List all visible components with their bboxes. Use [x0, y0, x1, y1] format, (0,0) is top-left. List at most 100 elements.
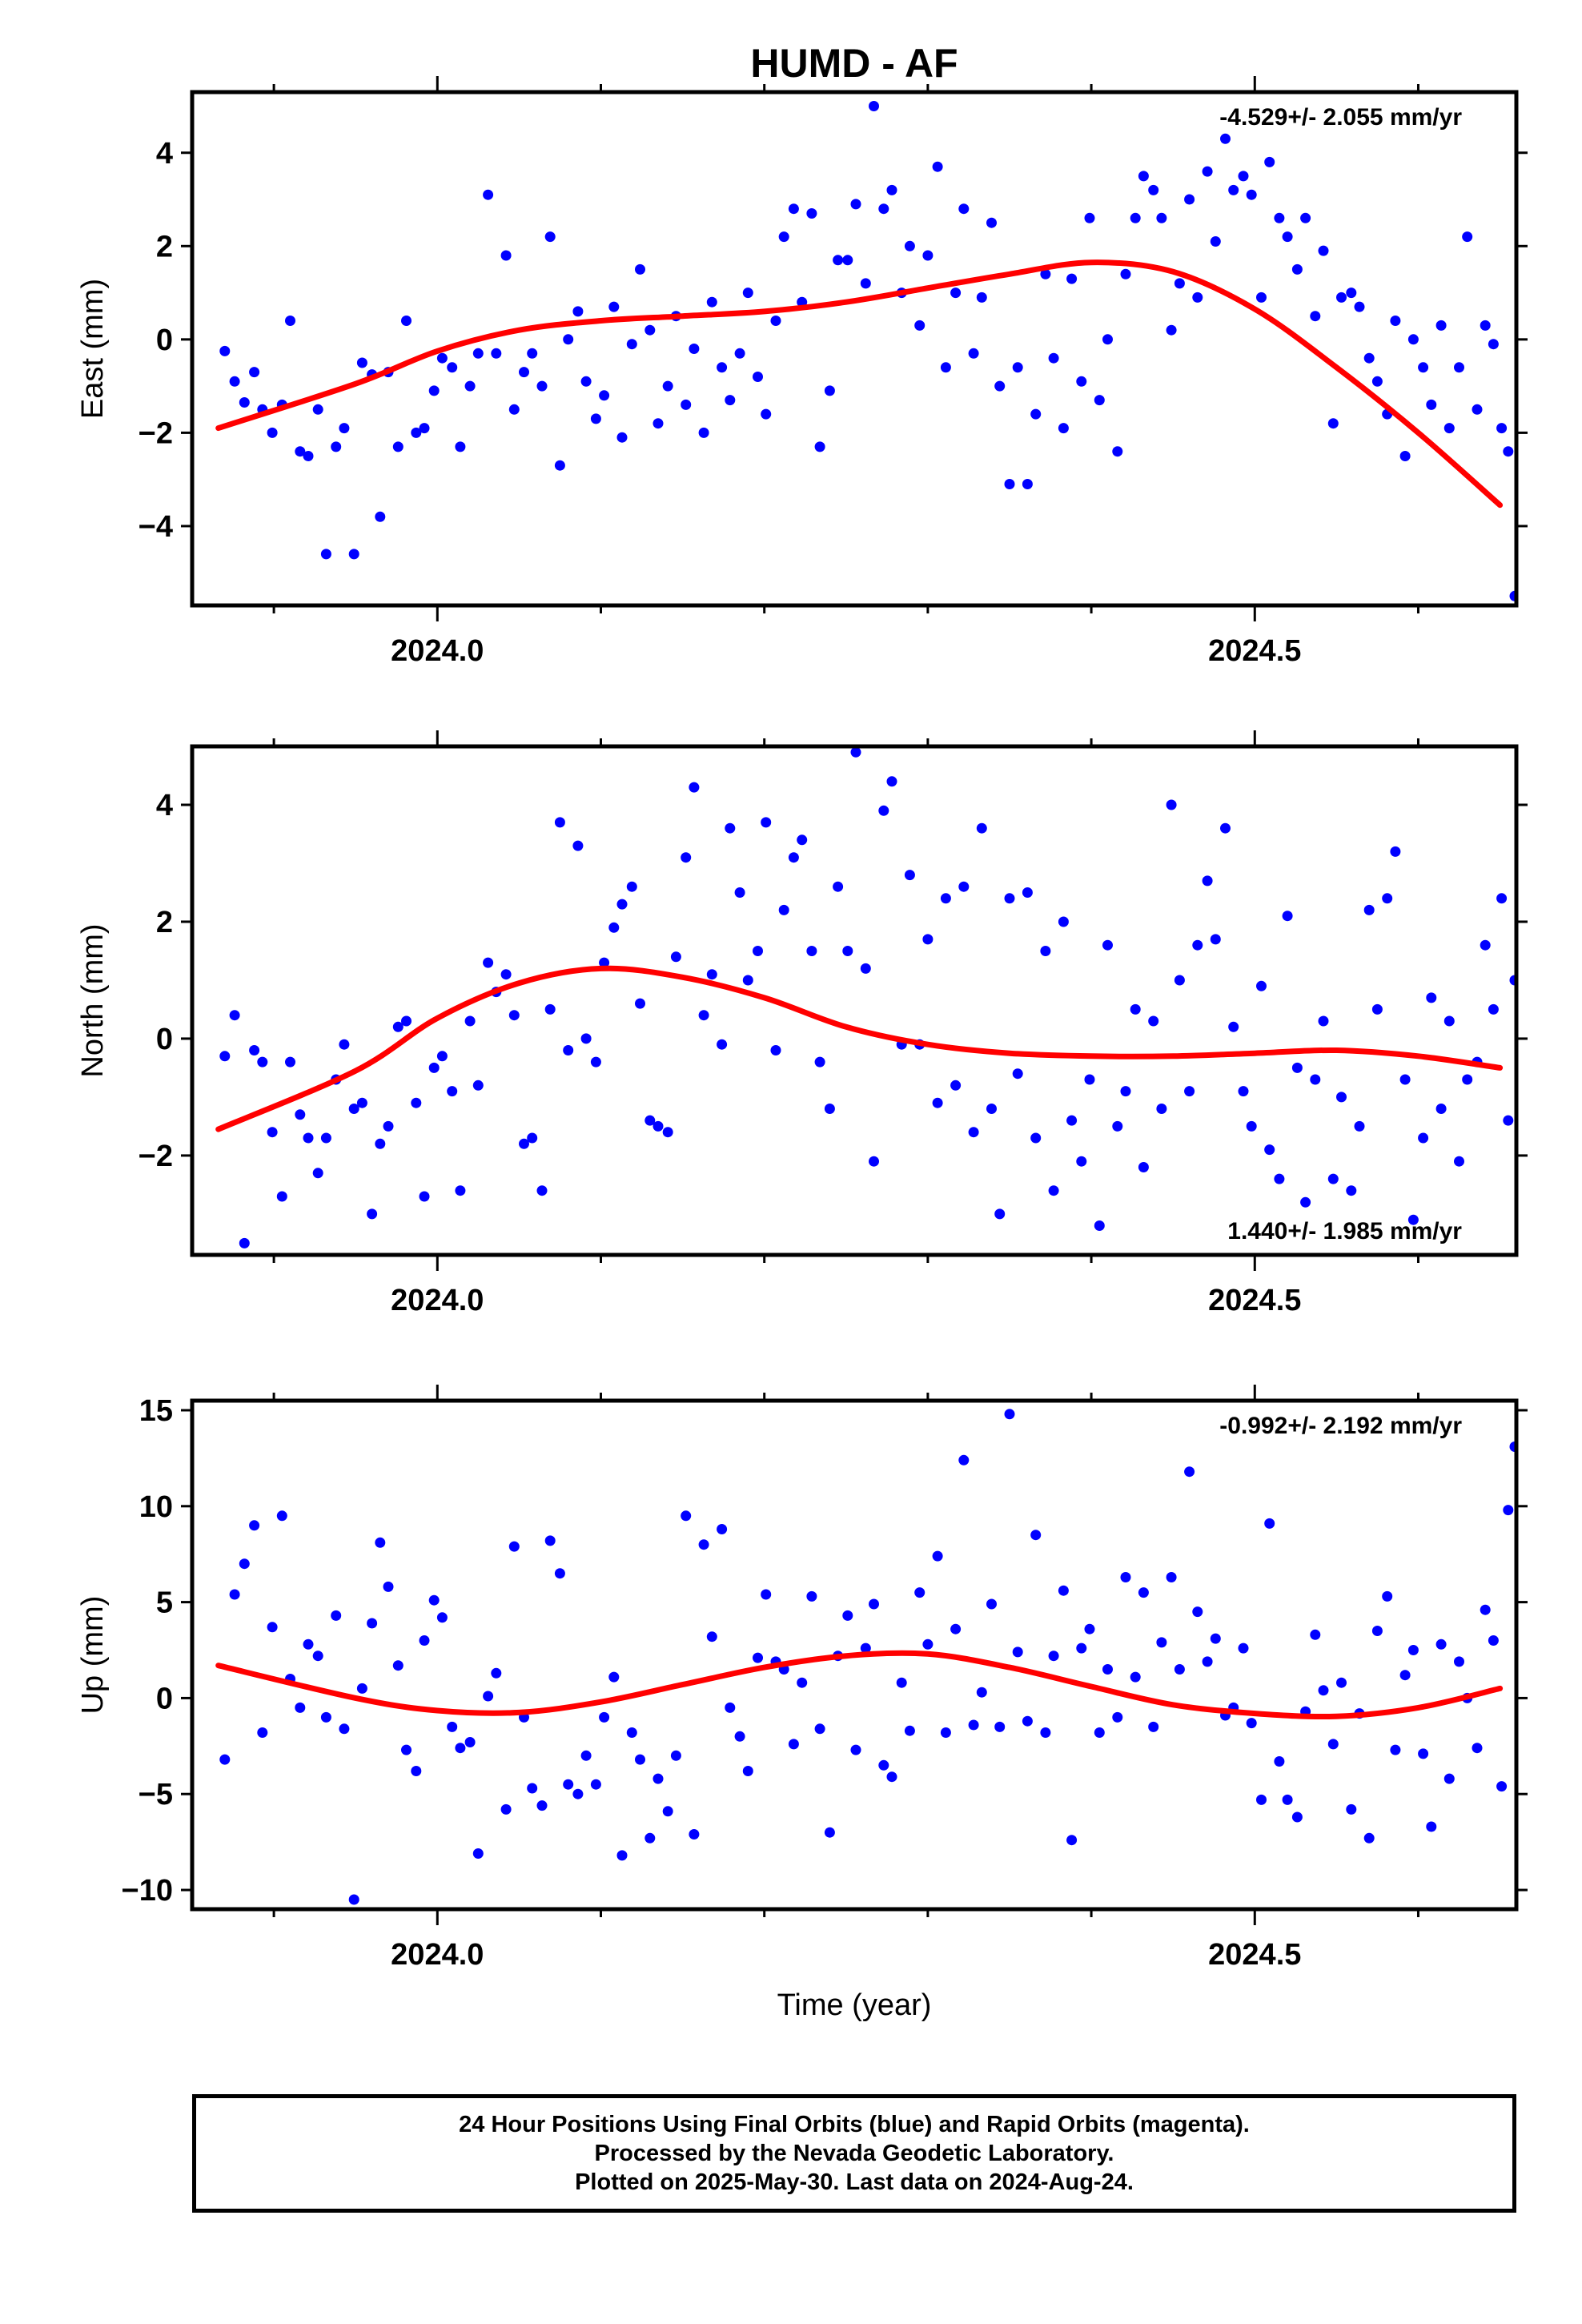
- up-data-point: [806, 1590, 817, 1602]
- up-data-point: [401, 1744, 412, 1755]
- north-data-point: [1399, 1074, 1411, 1085]
- north-data-point: [239, 1237, 250, 1248]
- up-data-point: [1282, 1794, 1293, 1805]
- east-data-point: [312, 404, 323, 415]
- north-data-point: [1435, 1104, 1447, 1114]
- east-data-point: [770, 316, 781, 326]
- north-data-point: [734, 887, 745, 898]
- east-panel: −4 −2 0 2 4 2024.0 2024.5 East (mm) -4.529+/- 2.…: [76, 76, 1528, 668]
- north-data-point: [1418, 1132, 1429, 1144]
- east-data-point: [706, 296, 717, 308]
- north-data-point: [249, 1045, 260, 1055]
- north-data-point: [580, 1033, 592, 1044]
- east-data-point: [419, 423, 430, 434]
- up-data-point: [1012, 1647, 1023, 1658]
- north-data-point: [527, 1132, 538, 1144]
- up-data-point: [1120, 1572, 1131, 1582]
- up-data-point: [303, 1638, 314, 1650]
- up-data-point: [1246, 1718, 1257, 1729]
- east-data-point: [742, 287, 753, 299]
- north-data-point: [725, 822, 736, 834]
- east-data-point: [285, 316, 295, 326]
- up-data-point: [1058, 1585, 1069, 1596]
- east-data-point: [1112, 446, 1123, 457]
- north-data-point: [932, 1097, 943, 1108]
- up-data-point: [320, 1711, 331, 1723]
- up-data-point: [1148, 1721, 1159, 1732]
- north-data-point: [285, 1056, 295, 1068]
- up-data-point: [1094, 1727, 1105, 1738]
- east-data-point: [1390, 316, 1401, 326]
- up-data-point: [814, 1723, 825, 1735]
- east-data-point: [1407, 334, 1419, 345]
- north-data-point: [814, 1056, 825, 1068]
- north-data-point: [635, 998, 645, 1009]
- north-data-point: [599, 957, 610, 968]
- footer-line-plotted: Plotted on 2025-May-30. Last data on 202…: [575, 2169, 1134, 2195]
- north-data-point: [797, 834, 808, 846]
- north-data-point: [1076, 1156, 1087, 1167]
- up-data-point: [635, 1754, 645, 1765]
- east-data-point: [1462, 231, 1473, 243]
- north-data-point: [761, 817, 772, 828]
- up-data-point: [1192, 1606, 1203, 1618]
- north-data-point: [500, 969, 512, 980]
- north-data-point: [1382, 893, 1393, 904]
- east-data-point: [1503, 446, 1514, 457]
- north-data-point: [1238, 1086, 1249, 1097]
- up-data-point: [1454, 1656, 1464, 1667]
- north-xtick-label: 2024.0: [391, 1284, 484, 1317]
- up-data-point: [1274, 1756, 1285, 1767]
- east-data-point: [339, 423, 350, 434]
- east-data-point: [788, 203, 799, 215]
- up-data-point: [1184, 1466, 1195, 1478]
- east-data-point: [483, 189, 494, 200]
- up-data-point: [1399, 1670, 1411, 1681]
- east-data-point: [590, 413, 601, 424]
- north-data-point: [1004, 893, 1015, 904]
- north-data-point: [644, 1115, 656, 1126]
- up-data-point: [1238, 1642, 1249, 1654]
- east-data-point: [1371, 376, 1383, 387]
- north-data-point: [904, 870, 915, 881]
- north-data-point: [742, 975, 753, 986]
- up-data-point: [383, 1581, 394, 1592]
- east-data-point: [295, 446, 306, 457]
- north-data-point: [968, 1127, 979, 1138]
- up-ytick-label: 5: [156, 1586, 173, 1620]
- up-data-point: [994, 1721, 1006, 1732]
- north-data-point: [348, 1104, 359, 1114]
- up-data-point: [348, 1894, 359, 1905]
- north-data-point: [411, 1097, 422, 1108]
- north-data-point: [770, 1045, 781, 1055]
- north-data-point: [1174, 975, 1185, 986]
- east-ytick-label: 0: [156, 324, 173, 357]
- east-data-point: [599, 390, 610, 401]
- up-data-point: [932, 1550, 943, 1562]
- east-data-point: [267, 427, 278, 438]
- up-data-point: [1076, 1642, 1087, 1654]
- up-data-point: [950, 1623, 962, 1634]
- north-data-point: [1228, 1021, 1239, 1032]
- north-data-point: [401, 1015, 412, 1027]
- east-data-point: [1148, 184, 1159, 195]
- north-rate-label: 1.440+/- 1.985 mm/yr: [1227, 1218, 1462, 1244]
- up-data-point: [312, 1651, 323, 1662]
- east-data-point: [1426, 399, 1437, 410]
- north-data-point: [312, 1168, 323, 1179]
- up-data-point: [1318, 1685, 1329, 1696]
- up-data-point: [1102, 1664, 1113, 1675]
- up-data-point: [464, 1737, 476, 1747]
- east-data-point: [1048, 352, 1059, 364]
- up-data-point: [563, 1779, 574, 1790]
- up-data-point: [644, 1832, 656, 1844]
- east-data-point: [616, 432, 628, 443]
- east-data-point: [527, 348, 538, 359]
- north-data-point: [1246, 1120, 1257, 1132]
- north-data-point: [1112, 1120, 1123, 1132]
- up-data-point: [1407, 1645, 1419, 1655]
- up-data-point: [599, 1711, 610, 1723]
- east-data-point: [976, 292, 987, 303]
- up-data-point: [698, 1539, 709, 1550]
- north-data-point: [1102, 939, 1113, 951]
